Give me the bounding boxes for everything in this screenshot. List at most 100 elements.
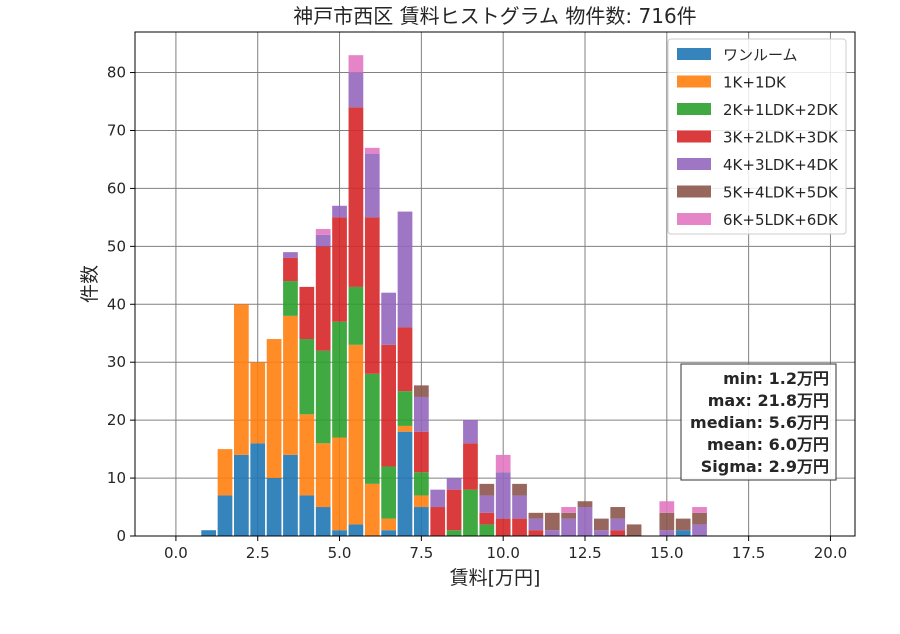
histogram-bar (315, 350, 331, 444)
histogram-bar (414, 396, 429, 432)
histogram-bar (283, 281, 298, 316)
histogram-bar (692, 512, 707, 525)
x-tick-label: 5.0 (328, 544, 352, 562)
y-tick-label: 80 (107, 64, 126, 82)
y-tick-label: 70 (107, 121, 126, 139)
histogram-bar (299, 414, 315, 496)
x-tick-label: 10.0 (486, 544, 519, 562)
histogram-bar (315, 228, 331, 235)
histogram-bar (364, 483, 380, 536)
histogram-bar (610, 507, 626, 519)
y-tick-label: 50 (107, 237, 126, 255)
histogram-bar (348, 286, 364, 345)
x-tick-label: 12.5 (568, 544, 601, 562)
y-axis-label: 件数 (79, 265, 101, 303)
legend: ワンルーム 1K+1DK 2K+1LDK+2DK 3K+2LDK+3DK 4K+3LDK… (667, 38, 847, 235)
histogram-bar (315, 443, 331, 508)
histogram-bar (561, 507, 576, 513)
histogram-bar (495, 454, 511, 473)
histogram-bar (414, 385, 429, 397)
histogram-bar (299, 339, 315, 415)
histogram-bar (446, 530, 462, 536)
histogram-bar (414, 472, 429, 496)
x-tick-label: 7.5 (409, 544, 433, 562)
stats-frame (680, 363, 837, 481)
x-tick-label: 20.0 (814, 544, 847, 562)
histogram-bar (414, 507, 429, 536)
histogram-bar (315, 234, 331, 247)
histogram-bar (479, 495, 495, 513)
histogram-bar (299, 495, 315, 536)
x-tick-label: 0.0 (164, 544, 188, 562)
y-tick-label: 0 (116, 527, 126, 545)
histogram-bar (659, 501, 675, 513)
histogram-bar (512, 518, 527, 536)
legend-swatch (677, 48, 711, 60)
histogram-bar (332, 321, 347, 438)
y-axis-ticks: 0 10 20 30 40 50 60 70 80 (107, 64, 135, 545)
histogram-bar (626, 524, 642, 536)
histogram-bar (266, 478, 282, 536)
histogram-bar (610, 530, 626, 536)
histogram-bar (381, 466, 396, 519)
histogram-bar (283, 315, 298, 455)
histogram-bar (414, 431, 429, 473)
histogram-bar (315, 246, 331, 351)
histogram-bar (544, 530, 560, 536)
histogram-bar (414, 495, 429, 508)
histogram-bar (692, 507, 707, 513)
histogram-bar (544, 512, 560, 531)
histogram-bar (348, 72, 364, 108)
histogram-bar (675, 530, 691, 536)
histogram-bar (528, 512, 544, 519)
histogram-bar (479, 524, 495, 536)
histogram-bar (397, 327, 413, 392)
histogram-bar (659, 512, 675, 531)
legend-swatch (677, 185, 711, 198)
histogram-bar (495, 518, 511, 536)
histogram-bar (659, 530, 675, 536)
histogram-bar (364, 147, 380, 154)
legend-label: 2K+1LDK+2DK (723, 101, 839, 119)
histogram-bar (332, 205, 347, 218)
stat-median: median: 5.6万円 (690, 413, 829, 432)
histogram-bar (561, 518, 576, 536)
histogram-bar (479, 483, 495, 496)
histogram-bar (594, 530, 609, 536)
histogram-bar (381, 530, 396, 536)
histogram-bar (495, 472, 511, 519)
legend-swatch (677, 213, 711, 225)
histogram-bar (234, 454, 249, 536)
stats-box: min: 1.2万円 max: 21.8万円 median: 5.6万円 mea… (680, 363, 837, 481)
histogram-bar (479, 512, 495, 525)
y-tick-label: 20 (107, 411, 126, 429)
histogram-bar (512, 483, 527, 496)
x-axis-label: 賃料[万円] (450, 567, 541, 589)
legend-frame (667, 38, 847, 235)
histogram-bar (348, 55, 364, 73)
histogram-bar (299, 286, 315, 340)
histogram-bar (266, 339, 282, 479)
histogram-bar (577, 507, 593, 536)
y-tick-label: 30 (107, 353, 126, 371)
histogram-bar (397, 425, 413, 432)
histogram-bar (675, 518, 691, 531)
y-tick-label: 60 (107, 179, 126, 197)
legend-label: 1K+1DK (723, 74, 787, 92)
histogram-bar (512, 495, 527, 519)
histogram-bar (348, 524, 364, 536)
chart-title: 神戸市西区 賃料ヒストグラム 物件数: 716件 (293, 4, 696, 28)
legend-label: 4K+3LDK+4DK (723, 156, 839, 174)
histogram-bar (381, 518, 396, 531)
x-axis-ticks: 0.0 2.5 5.0 7.5 10.0 12.5 15.0 17.5 20.0 (164, 536, 847, 562)
histogram-bar (234, 304, 249, 455)
plot-frame (134, 31, 856, 537)
histogram-bar (332, 530, 347, 536)
legend-swatch (677, 75, 711, 88)
legend-label: 5K+4LDK+5DK (723, 184, 839, 202)
bars (201, 55, 707, 536)
histogram-bar (397, 431, 413, 536)
histogram-bar (528, 530, 544, 536)
